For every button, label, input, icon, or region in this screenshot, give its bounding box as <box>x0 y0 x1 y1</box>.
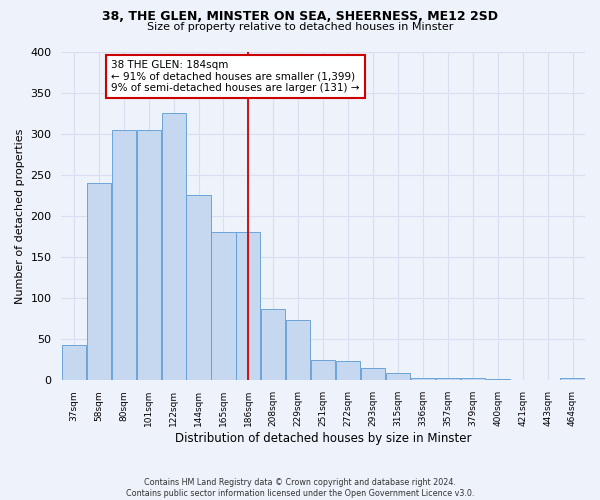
Bar <box>336 360 360 380</box>
Bar <box>211 232 236 380</box>
Bar <box>560 378 584 380</box>
Text: 38 THE GLEN: 184sqm
← 91% of detached houses are smaller (1,399)
9% of semi-deta: 38 THE GLEN: 184sqm ← 91% of detached ho… <box>111 60 360 93</box>
Bar <box>187 194 211 380</box>
Bar <box>411 378 435 380</box>
Y-axis label: Number of detached properties: Number of detached properties <box>15 128 25 304</box>
Text: Contains HM Land Registry data © Crown copyright and database right 2024.
Contai: Contains HM Land Registry data © Crown c… <box>126 478 474 498</box>
Bar <box>87 183 111 380</box>
Bar <box>112 130 136 380</box>
Bar <box>161 113 185 380</box>
Bar <box>361 368 385 380</box>
X-axis label: Distribution of detached houses by size in Minster: Distribution of detached houses by size … <box>175 432 472 445</box>
Bar <box>62 345 86 380</box>
Bar <box>286 320 310 380</box>
Text: 38, THE GLEN, MINSTER ON SEA, SHEERNESS, ME12 2SD: 38, THE GLEN, MINSTER ON SEA, SHEERNESS,… <box>102 10 498 23</box>
Bar <box>311 360 335 380</box>
Bar <box>261 309 286 380</box>
Bar <box>461 378 485 380</box>
Text: Size of property relative to detached houses in Minster: Size of property relative to detached ho… <box>147 22 453 32</box>
Bar <box>236 232 260 380</box>
Bar <box>137 130 161 380</box>
Bar <box>436 378 460 380</box>
Bar <box>386 373 410 380</box>
Bar <box>485 378 510 380</box>
